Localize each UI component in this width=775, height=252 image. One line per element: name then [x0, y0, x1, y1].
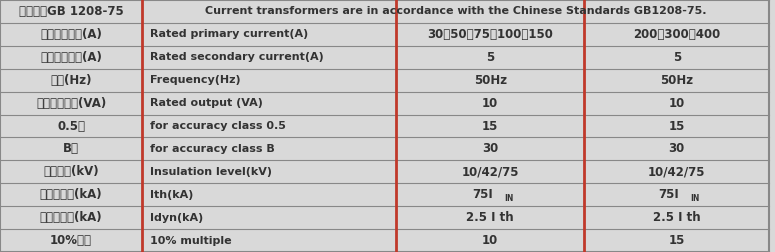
- Text: IN: IN: [691, 194, 700, 203]
- Text: 15: 15: [669, 234, 685, 247]
- Text: 75I: 75I: [472, 188, 493, 201]
- Text: 75I: 75I: [659, 188, 680, 201]
- Text: IN: IN: [504, 194, 514, 203]
- Text: 15: 15: [669, 119, 685, 133]
- Text: 50Hz: 50Hz: [474, 74, 507, 87]
- Text: for accuracy class B: for accuracy class B: [150, 144, 274, 154]
- Text: 5: 5: [673, 51, 681, 64]
- Text: 额定二次电流(A): 额定二次电流(A): [40, 51, 102, 64]
- Text: 10% multiple: 10% multiple: [150, 236, 232, 245]
- Text: Frequency(Hz): Frequency(Hz): [150, 75, 240, 85]
- Text: 2.5 I th: 2.5 I th: [653, 211, 701, 224]
- Text: 10: 10: [482, 97, 498, 110]
- Text: Idyn(kA): Idyn(kA): [150, 213, 203, 223]
- Text: 额定二次负荷(VA): 额定二次负荷(VA): [36, 97, 106, 110]
- Text: 10/42/75: 10/42/75: [461, 165, 519, 178]
- Text: Rated output (VA): Rated output (VA): [150, 98, 263, 108]
- Text: 50Hz: 50Hz: [660, 74, 694, 87]
- Text: 10/42/75: 10/42/75: [648, 165, 705, 178]
- Text: 额定一次电流(A): 额定一次电流(A): [40, 28, 102, 41]
- Text: 0.5级: 0.5级: [57, 119, 85, 133]
- Text: 30: 30: [482, 142, 498, 155]
- Text: 30: 30: [669, 142, 685, 155]
- Text: Ith(kA): Ith(kA): [150, 190, 193, 200]
- Text: Current transformers are in accordance with the Chinese Standards GB1208-75.: Current transformers are in accordance w…: [205, 7, 706, 16]
- Text: 产品符合GB 1208-75: 产品符合GB 1208-75: [19, 5, 123, 18]
- Text: Insulation level(kV): Insulation level(kV): [150, 167, 272, 177]
- Text: 绝缘水平(kV): 绝缘水平(kV): [43, 165, 99, 178]
- Text: Rated secondary current(A): Rated secondary current(A): [150, 52, 324, 62]
- Text: 10%倍数: 10%倍数: [50, 234, 92, 247]
- Text: 10: 10: [482, 234, 498, 247]
- Text: for accuracy class 0.5: for accuracy class 0.5: [150, 121, 286, 131]
- Text: 5: 5: [486, 51, 494, 64]
- Text: 频率(Hz): 频率(Hz): [50, 74, 92, 87]
- Text: 10: 10: [669, 97, 685, 110]
- Text: 动稳定电流(kA): 动稳定电流(kA): [40, 211, 102, 224]
- Text: 2.5 I th: 2.5 I th: [467, 211, 514, 224]
- Text: 200、300、400: 200、300、400: [633, 28, 720, 41]
- Text: 15: 15: [482, 119, 498, 133]
- Text: B级: B级: [63, 142, 79, 155]
- Text: Rated primary current(A): Rated primary current(A): [150, 29, 308, 39]
- Text: 30、50、75、100、150: 30、50、75、100、150: [427, 28, 553, 41]
- Text: 热稳定电流(kA): 热稳定电流(kA): [40, 188, 102, 201]
